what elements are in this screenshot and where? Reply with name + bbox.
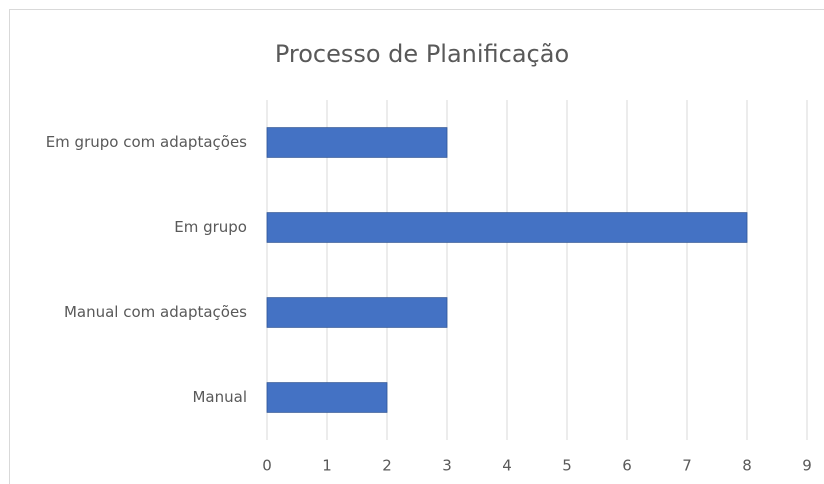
bar	[266, 297, 448, 328]
bar	[266, 212, 748, 243]
x-tick-label: 1	[322, 457, 332, 475]
y-tick-label: Manual	[192, 388, 247, 406]
bar	[266, 382, 388, 413]
chart-title: Processo de Planificação	[275, 40, 569, 68]
x-tick-label: 2	[382, 457, 392, 475]
x-tick-label: 5	[562, 457, 572, 475]
y-tick-label: Em grupo com adaptações	[46, 133, 247, 151]
x-tick-label: 8	[742, 457, 752, 475]
chart-frame	[9, 9, 824, 484]
x-tick-label: 4	[502, 457, 512, 475]
x-tick-label: 0	[262, 457, 272, 475]
x-tick-label: 9	[802, 457, 812, 475]
x-tick-label: 6	[622, 457, 632, 475]
y-tick-label: Em grupo	[174, 218, 247, 236]
x-tick-label: 3	[442, 457, 452, 475]
x-tick-label: 7	[682, 457, 692, 475]
bar	[266, 127, 448, 158]
y-tick-label: Manual com adaptações	[64, 303, 247, 321]
